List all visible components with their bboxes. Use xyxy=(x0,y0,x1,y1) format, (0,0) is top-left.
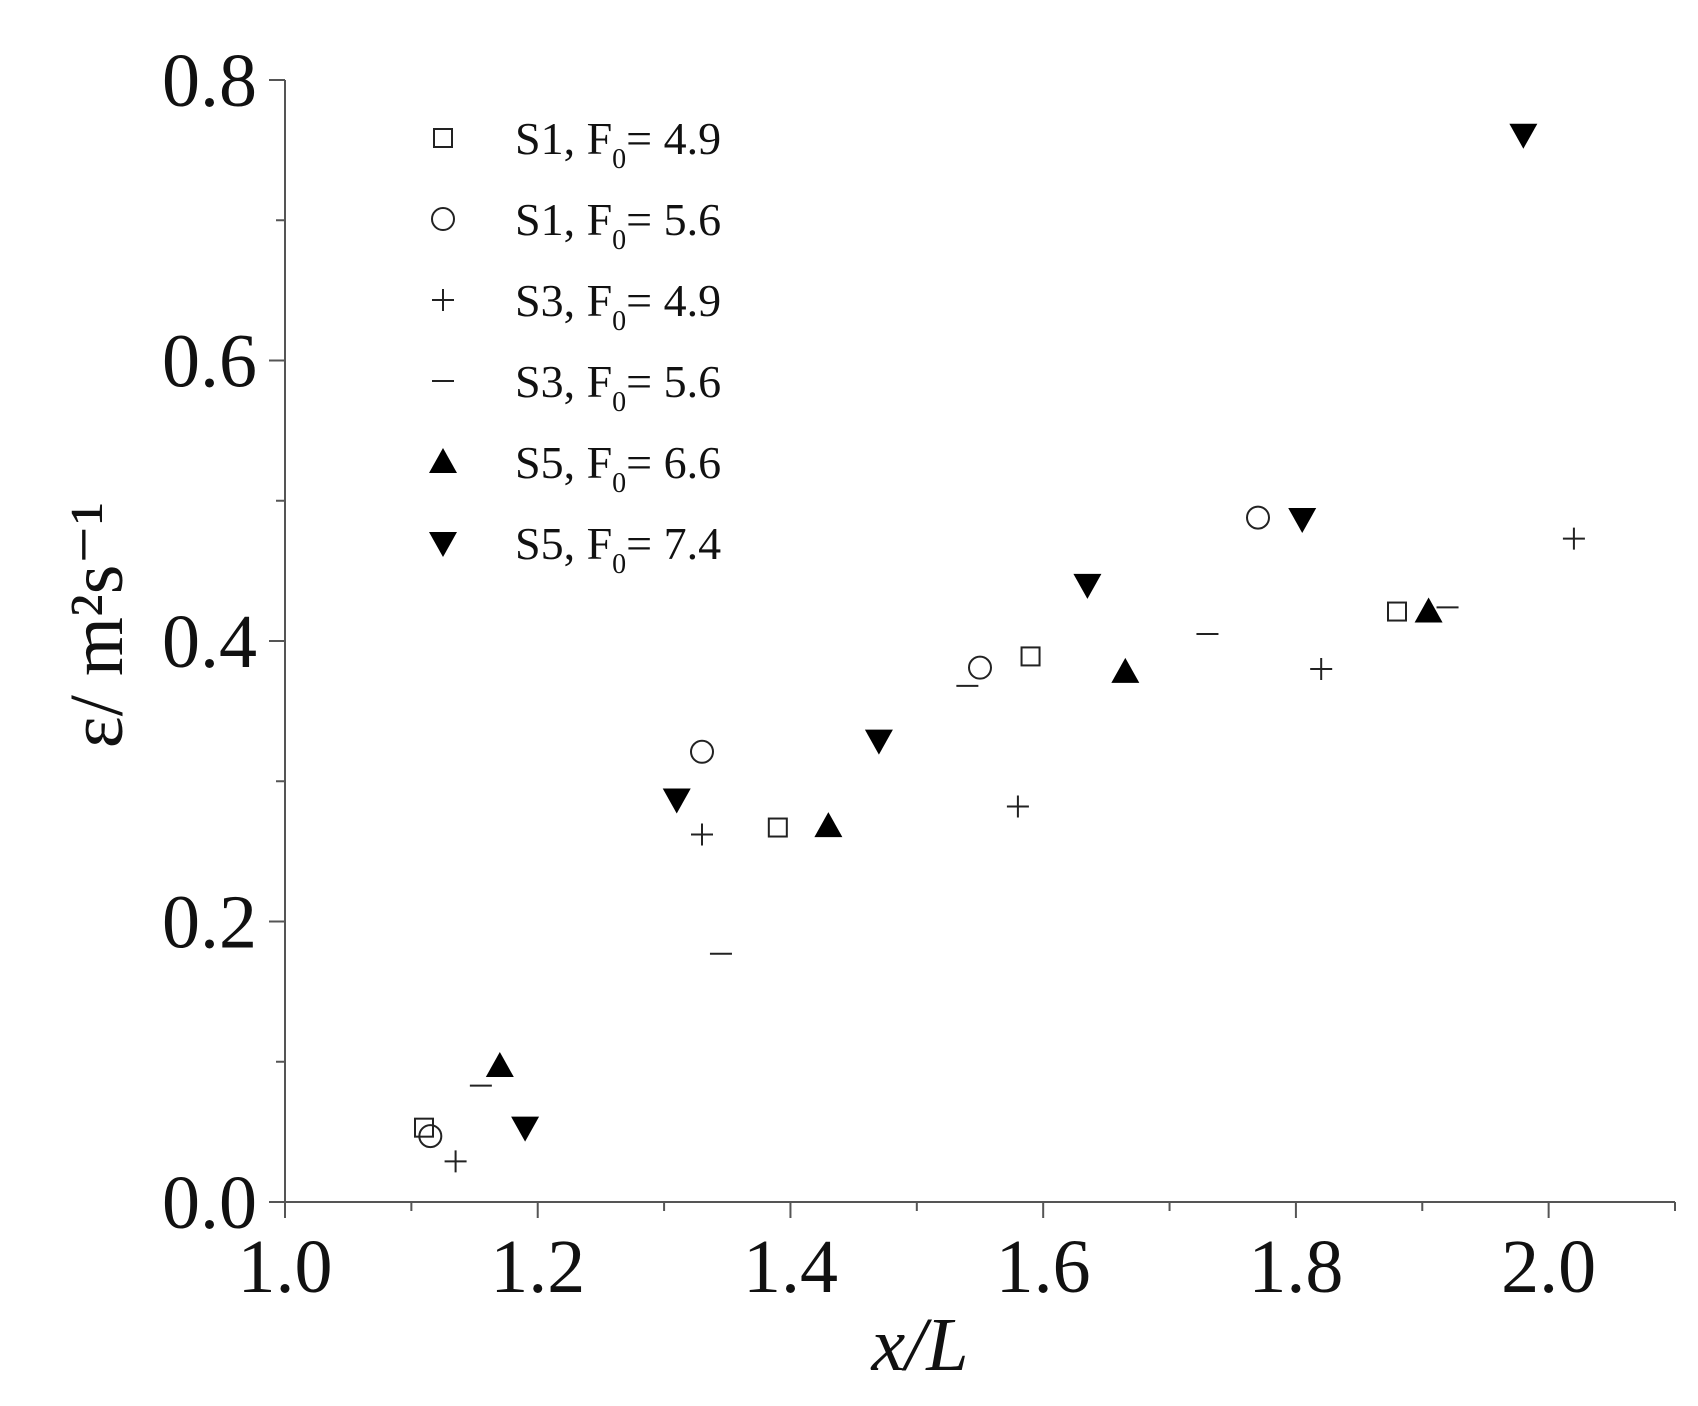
data-point xyxy=(511,1116,540,1142)
data-point xyxy=(691,823,713,846)
data-points xyxy=(414,123,1585,1173)
data-point xyxy=(444,1150,467,1173)
series-5 xyxy=(485,597,1443,1077)
x-tick-label: 1.4 xyxy=(743,1225,838,1309)
data-point xyxy=(418,1124,443,1149)
data-point xyxy=(1111,657,1140,683)
series-2 xyxy=(418,505,1270,1149)
data-point xyxy=(662,788,691,814)
data-point xyxy=(1288,507,1317,533)
data-point xyxy=(1020,646,1041,667)
legend-label: S5, F0= 6.6 xyxy=(515,437,721,499)
x-tick-label: 1.6 xyxy=(996,1225,1091,1309)
legend-entry: S3, F0= 4.9 xyxy=(432,275,721,337)
legend-entry: S1, F0= 4.9 xyxy=(433,113,721,175)
legend-entry: S1, F0= 5.6 xyxy=(431,194,721,256)
data-point xyxy=(690,739,714,764)
data-point xyxy=(485,1051,514,1077)
y-tick-label: 0.0 xyxy=(162,1161,257,1245)
x-tick-label: 1.2 xyxy=(490,1225,585,1309)
axes: 1.0 1.2 1.4 1.6 1.8 2.0 0.0 0.2 0.4 0.6 0.8 xyxy=(162,39,1676,1309)
x-tick-label: 2.0 xyxy=(1501,1225,1596,1309)
data-point xyxy=(1246,505,1270,530)
legend-label: S3, F0= 5.6 xyxy=(515,356,721,418)
y-axis-title-group: ε/ m²s⁻¹ xyxy=(55,502,139,748)
data-point xyxy=(864,729,893,755)
series-6 xyxy=(511,123,1538,1142)
x-tick-label: 1.8 xyxy=(1248,1225,1343,1309)
legend-entry: S3, F0= 5.6 xyxy=(432,356,721,418)
legend-label: S1, F0= 4.9 xyxy=(515,113,721,175)
legend-marker xyxy=(432,289,454,311)
legend-entry: S5, F0= 7.4 xyxy=(429,518,721,580)
legend-label: S1, F0= 5.6 xyxy=(515,194,721,256)
y-tick-label: 0.2 xyxy=(162,881,257,965)
legend-marker xyxy=(431,207,455,231)
data-point xyxy=(1006,795,1029,818)
data-point xyxy=(814,812,843,838)
legend-marker xyxy=(433,128,453,148)
legend-marker xyxy=(429,532,457,557)
legend-entry: S5, F0= 6.6 xyxy=(429,437,721,499)
series-1 xyxy=(414,601,1407,1138)
y-tick-label: 0.4 xyxy=(162,600,257,684)
y-tick-label: 0.8 xyxy=(162,39,257,123)
series-4 xyxy=(469,606,1459,1087)
data-point xyxy=(1073,573,1102,599)
legend-marker xyxy=(429,448,457,473)
data-point xyxy=(767,817,788,838)
data-point xyxy=(1562,527,1585,550)
data-point xyxy=(968,655,992,680)
data-point xyxy=(1414,597,1443,623)
data-point xyxy=(1509,123,1538,149)
series-3 xyxy=(444,527,1585,1173)
legend-label: S5, F0= 7.4 xyxy=(515,518,721,580)
y-axis-title: ε/ m²s⁻¹ xyxy=(55,502,139,748)
x-axis-title: x/L xyxy=(870,1303,968,1387)
legend: S1, F0= 4.9 S1, F0= 5.6 S3, F0= 4.9 S3, F0=… xyxy=(429,113,721,580)
data-point xyxy=(1310,658,1333,681)
data-point xyxy=(1387,601,1407,622)
x-tick-label: 1.0 xyxy=(238,1225,333,1309)
data-point xyxy=(414,1117,434,1138)
y-tick-label: 0.6 xyxy=(162,320,257,404)
legend-label: S3, F0= 4.9 xyxy=(515,275,721,337)
